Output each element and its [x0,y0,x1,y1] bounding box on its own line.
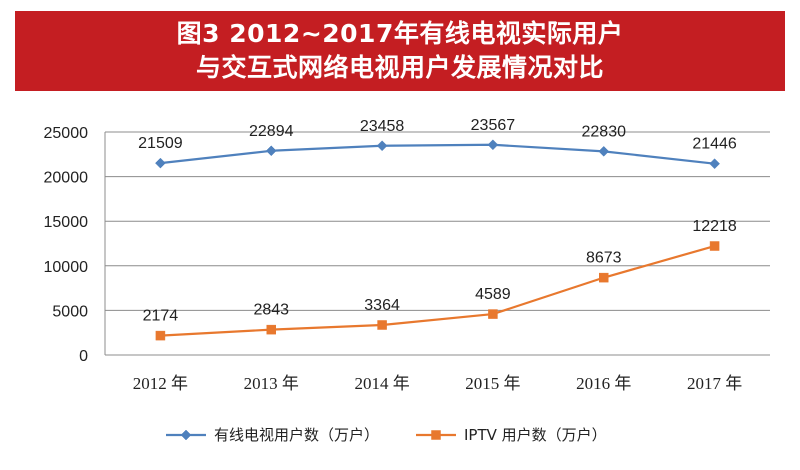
legend-label: IPTV 用户数（万户） [464,426,607,444]
data-point [709,241,720,251]
data-label: 2843 [253,302,289,319]
x-tick-label: 2017 年 [687,374,742,393]
axes [104,132,770,356]
data-point [265,145,277,157]
data-label: 23567 [471,117,516,134]
y-tick-label: 25000 [44,125,89,142]
data-point [155,330,166,341]
data-label: 22830 [582,123,627,140]
x-tick-label: 2015 年 [465,374,520,393]
data-label: 2174 [143,308,179,325]
data-point [487,139,499,151]
x-tick-label: 2012 年 [133,374,188,393]
x-tick-label: 2013 年 [244,374,299,393]
legend: 有线电视用户数（万户） IPTV 用户数（万户） [166,426,607,444]
legend-label: 有线电视用户数（万户） [214,426,379,444]
series-cable-tv: 21509 22894 23458 23567 22830 21446 [138,117,737,170]
y-tick-labels: 0 5000 10000 15000 20000 25000 [44,125,89,365]
x-tick-label: 2016 年 [576,374,631,393]
chart-title-line-2: 与交互式网络电视用户发展情况对比 [195,53,604,82]
data-label: 21509 [138,135,183,152]
data-label: 22894 [249,123,294,140]
chart-title-line-1: 图3 2012~2017年有线电视实际用户 [176,19,624,48]
y-tick-label: 15000 [44,214,89,231]
y-tick-label: 10000 [44,259,89,276]
series-group: 21509 22894 23458 23567 22830 21446 2174 2843 33… [138,117,737,341]
y-tick-label: 5000 [52,303,88,320]
x-tick-label: 2014 年 [354,374,409,393]
legend-item-cable-tv: 有线电视用户数（万户） [166,426,379,444]
legend-marker [180,429,192,441]
data-label: 12218 [692,218,737,235]
data-point [155,157,166,169]
legend-item-iptv: IPTV 用户数（万户） [416,426,607,444]
data-label: 8673 [586,250,622,267]
data-point [709,158,720,170]
legend-marker [431,430,441,440]
data-point [488,309,498,319]
data-point [376,140,388,152]
data-label: 4589 [475,286,511,303]
series-line [160,143,715,165]
y-tick-label: 0 [79,348,88,365]
chart-title-banner: 图3 2012~2017年有线电视实际用户 与交互式网络电视用户发展情况对比 [15,11,785,91]
data-label: 21446 [692,136,737,153]
gridlines [105,131,770,311]
series-line [160,244,715,337]
data-point [599,272,609,283]
data-label: 3364 [364,297,400,314]
data-point [266,324,276,335]
data-label: 23458 [360,118,405,135]
x-tick-labels: 2012 年 2013 年 2014 年 2015 年 2016 年 2017 年 [133,374,742,393]
data-point [377,320,387,330]
data-point [598,146,610,157]
series-iptv: 2174 2843 3364 4589 8673 12218 [143,218,737,341]
y-tick-label: 20000 [44,170,89,187]
